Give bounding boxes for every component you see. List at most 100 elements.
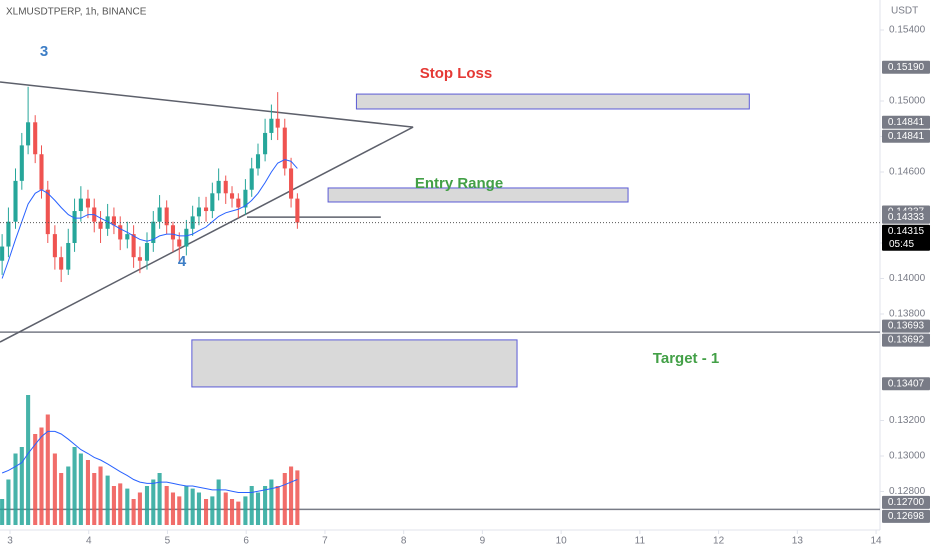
x-tick-label: 6 — [243, 536, 249, 547]
volume-bar — [269, 479, 274, 525]
volume-bar — [19, 447, 24, 525]
candle-body — [151, 221, 156, 243]
price-label: 0.12698 — [882, 509, 930, 523]
x-tick-label: 12 — [713, 536, 725, 547]
volume-bar — [210, 496, 215, 525]
price-label: 0.14841 — [882, 129, 930, 143]
candle-body — [66, 242, 71, 270]
candle-body — [255, 154, 261, 169]
volume-bar — [0, 499, 5, 525]
candle-body — [164, 207, 169, 226]
volume-bar — [236, 501, 241, 525]
price-label-box — [882, 129, 930, 143]
y-tick-label: 0.14000 — [889, 273, 926, 284]
price-label-text: 0.12700 — [888, 497, 925, 508]
x-tick-label: 4 — [86, 536, 92, 547]
price-label: 0.14333 — [882, 210, 930, 224]
volume-bar — [39, 427, 44, 525]
price-label-text: 0.14333 — [888, 212, 925, 223]
price-label-text: 0.13407 — [888, 378, 925, 389]
x-tick-label: 14 — [871, 536, 883, 547]
volume-bar — [289, 466, 294, 525]
price-label-box — [882, 333, 930, 347]
candle-body — [6, 221, 11, 247]
volume-bar — [85, 460, 90, 525]
candle-body — [125, 234, 130, 240]
price-label-text: 0.14841 — [888, 131, 925, 142]
ma-line — [1, 159, 298, 279]
price-label: 0.13693 — [882, 319, 930, 333]
price-label: 0.15190 — [882, 60, 930, 74]
volume-bar — [190, 488, 195, 525]
trend-line — [0, 81, 414, 128]
price-label-text: 0.13692 — [888, 335, 925, 346]
zone-box — [191, 339, 518, 388]
candle-body — [216, 180, 221, 194]
x-tick-label: 8 — [401, 536, 407, 547]
volume-bar — [131, 499, 136, 525]
x-tick-label: 10 — [556, 536, 568, 547]
price-label-text: 0.14315 — [888, 226, 925, 237]
annotation: 4 — [178, 253, 187, 270]
price-label-text: 0.15190 — [888, 62, 925, 73]
candle-body — [52, 234, 57, 258]
candle-body — [275, 118, 280, 128]
volume-bar — [184, 486, 189, 525]
volume-bar — [229, 499, 235, 525]
volume-bar — [125, 488, 130, 525]
volume-bar — [170, 492, 176, 525]
candle-body — [131, 234, 136, 258]
y-tick-label: 0.13000 — [889, 451, 926, 462]
price-label-box — [882, 224, 930, 251]
volume-bar — [144, 486, 150, 525]
candle-body — [203, 207, 209, 212]
candle-body — [78, 198, 83, 212]
candle-body — [184, 228, 189, 247]
y-tick-label: 0.13200 — [889, 415, 926, 426]
volume-bar — [157, 473, 162, 525]
price-label: 0.13407 — [882, 377, 930, 391]
volume-bar — [282, 473, 287, 525]
candle-body — [196, 207, 202, 217]
candle-body — [210, 193, 215, 212]
volume-bar — [216, 479, 221, 525]
volume-bar — [78, 453, 83, 525]
price-label: 0.14841 — [882, 115, 930, 129]
volume-bar — [243, 496, 248, 525]
volume-bar — [59, 473, 64, 525]
candle-body — [26, 122, 31, 146]
y-tick-label: 0.12800 — [889, 486, 926, 497]
volume-bar — [66, 466, 71, 525]
price-label-text: 0.13693 — [888, 321, 925, 332]
candle-body — [0, 246, 5, 261]
y-tick-label: 0.15400 — [889, 25, 926, 36]
x-tick-label: 7 — [322, 536, 328, 547]
price-label-box — [882, 115, 930, 129]
volume-bar — [105, 475, 110, 525]
volume-bar — [275, 486, 280, 525]
volume-ma-line — [1, 430, 298, 493]
price-label-text: 0.12698 — [888, 511, 925, 522]
volume-bar — [26, 395, 31, 525]
candle-body — [289, 168, 294, 199]
x-tick-label: 5 — [165, 536, 171, 547]
zone-box — [327, 187, 629, 203]
volume-bar — [249, 486, 254, 525]
price-label: 0.14315 05:45 — [882, 224, 930, 251]
y-tick-label: 0.14600 — [889, 167, 926, 178]
chart-title: XLMUSDTPERP, 1h, BINANCE — [6, 7, 147, 18]
candle-body — [144, 242, 150, 261]
volume-bar — [177, 496, 182, 525]
candle-body — [295, 198, 300, 223]
volume-bar — [72, 447, 77, 525]
volume-bar — [164, 486, 169, 525]
candle-body — [19, 145, 24, 181]
candle-body — [157, 207, 162, 222]
price-label-box — [882, 60, 930, 74]
candle-body — [177, 239, 182, 247]
candle-body — [137, 257, 142, 261]
x-tick-label: 13 — [792, 536, 804, 547]
volume-bar — [223, 492, 228, 525]
